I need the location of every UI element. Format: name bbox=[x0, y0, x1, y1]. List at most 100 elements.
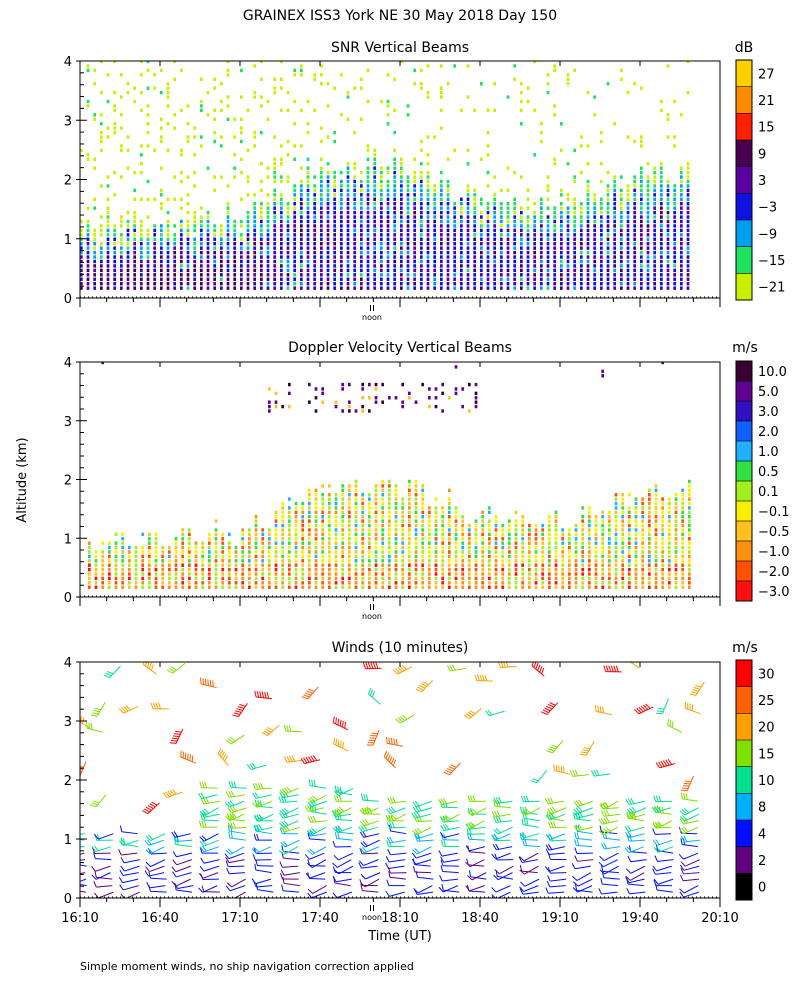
doppler-cell bbox=[421, 550, 425, 554]
wind-barb-flag bbox=[171, 831, 176, 838]
snr-cell bbox=[660, 237, 663, 241]
snr-cell bbox=[206, 242, 210, 246]
doppler-cell bbox=[654, 563, 658, 567]
snr-cell bbox=[680, 228, 683, 233]
snr-cell bbox=[540, 228, 543, 233]
doppler-cell bbox=[654, 537, 658, 541]
snr-cell bbox=[540, 237, 543, 241]
wind-barb-flag bbox=[309, 829, 315, 835]
snr-cell bbox=[93, 237, 97, 241]
doppler-cell bbox=[348, 528, 351, 532]
doppler-cell bbox=[508, 581, 511, 585]
snr-cell bbox=[480, 277, 483, 281]
doppler-cell bbox=[681, 488, 685, 493]
doppler-cell bbox=[648, 572, 651, 576]
snr-cell bbox=[366, 255, 370, 259]
snr-cell bbox=[513, 250, 517, 255]
snr-cell bbox=[120, 264, 123, 268]
snr-cell bbox=[646, 286, 650, 290]
snr-cell bbox=[426, 282, 430, 286]
snr-cell bbox=[146, 282, 150, 286]
snr-cell bbox=[146, 113, 150, 117]
doppler-cell bbox=[321, 387, 325, 391]
doppler-cell bbox=[648, 493, 651, 497]
doppler-cell bbox=[354, 554, 358, 559]
wind-barb-flag bbox=[119, 825, 123, 832]
doppler-cell bbox=[434, 404, 438, 409]
snr-cell bbox=[526, 242, 530, 246]
snr-cell bbox=[226, 233, 230, 237]
snr-cell bbox=[686, 273, 690, 277]
doppler-cell bbox=[614, 497, 618, 501]
snr-cell bbox=[226, 95, 230, 99]
snr-cell bbox=[473, 259, 477, 264]
doppler-cell bbox=[614, 493, 618, 497]
doppler-cell bbox=[654, 519, 658, 523]
doppler-cell bbox=[368, 585, 371, 589]
snr-cell bbox=[486, 282, 490, 286]
wind-barb-flag bbox=[200, 798, 205, 805]
doppler-cell bbox=[248, 528, 251, 532]
doppler-cell bbox=[454, 585, 458, 589]
doppler-cell bbox=[614, 501, 618, 506]
doppler-cell bbox=[168, 572, 171, 576]
snr-cell bbox=[220, 175, 223, 179]
wind-barb-shaft bbox=[311, 891, 327, 898]
snr-cell bbox=[420, 86, 423, 90]
colorbar-label: 2.0 bbox=[758, 425, 779, 440]
snr-cell bbox=[233, 282, 237, 286]
snr-cell bbox=[273, 175, 277, 179]
snr-cell bbox=[106, 210, 110, 215]
snr-cell bbox=[273, 268, 277, 273]
doppler-cell bbox=[654, 484, 658, 488]
snr-cell bbox=[420, 286, 423, 290]
snr-cell bbox=[460, 246, 463, 250]
doppler-cell bbox=[548, 572, 551, 576]
snr-cell bbox=[240, 250, 243, 255]
colorbar-label: −0.5 bbox=[758, 525, 790, 540]
snr-cell bbox=[460, 237, 463, 241]
doppler-cell bbox=[501, 585, 505, 589]
snr-cell bbox=[246, 108, 250, 113]
snr-cell bbox=[86, 277, 90, 281]
doppler-cell bbox=[528, 541, 531, 545]
wind-barb-flag bbox=[333, 869, 340, 875]
doppler-cell bbox=[241, 550, 245, 554]
snr-cell bbox=[200, 286, 203, 290]
snr-cell bbox=[360, 86, 363, 90]
snr-cell bbox=[273, 188, 277, 193]
snr-cell bbox=[420, 82, 423, 86]
snr-cell bbox=[173, 197, 177, 201]
snr-cell bbox=[653, 179, 657, 184]
snr-cell bbox=[113, 193, 117, 197]
wind-barb-shaft bbox=[311, 846, 327, 855]
wind-barb-flag bbox=[360, 873, 366, 880]
snr-cell bbox=[666, 286, 670, 290]
snr-cell bbox=[513, 233, 517, 237]
snr-cell bbox=[613, 188, 617, 193]
snr-cell bbox=[340, 233, 343, 237]
doppler-cell bbox=[634, 519, 638, 523]
snr-cell bbox=[373, 273, 377, 277]
snr-cell bbox=[173, 259, 177, 264]
snr-cell bbox=[513, 246, 517, 250]
doppler-cell bbox=[314, 559, 318, 563]
snr-cell bbox=[446, 224, 450, 228]
snr-cell bbox=[573, 179, 577, 184]
doppler-cell bbox=[294, 528, 298, 532]
doppler-cell bbox=[554, 585, 558, 589]
doppler-cell bbox=[654, 541, 658, 545]
snr-cell bbox=[600, 210, 603, 215]
snr-cell bbox=[326, 233, 330, 237]
wind-barb-shaft bbox=[149, 865, 165, 873]
snr-cell bbox=[226, 73, 230, 77]
doppler-cell bbox=[668, 537, 671, 541]
wind-barb-flag bbox=[334, 809, 340, 815]
snr-cell bbox=[333, 175, 337, 179]
doppler-cell bbox=[341, 563, 345, 567]
wind-barb-flag bbox=[369, 689, 374, 696]
snr-cell bbox=[466, 233, 470, 237]
snr-cell bbox=[366, 242, 370, 246]
snr-cell bbox=[546, 188, 550, 193]
doppler-cell bbox=[608, 523, 611, 528]
